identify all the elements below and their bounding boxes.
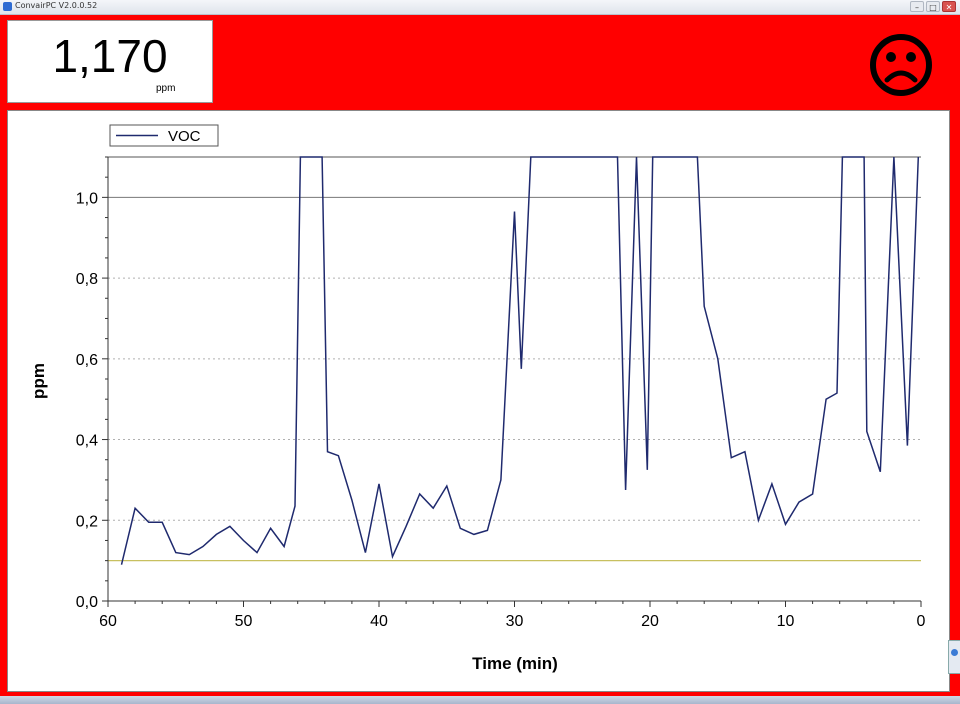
y-tick-label-1: 0,2 — [76, 513, 98, 530]
current-reading-unit: ppm — [156, 83, 176, 94]
x-tick-label-4: 20 — [641, 613, 659, 630]
x-tick-label-2: 40 — [370, 613, 388, 630]
maximize-button[interactable]: □ — [926, 1, 940, 12]
x-axis-label: Time (min) — [472, 654, 558, 673]
app-icon — [3, 2, 12, 11]
current-reading-value: 1,170 — [52, 30, 168, 82]
taskbar — [0, 696, 960, 704]
minimize-button[interactable]: – — [910, 1, 924, 12]
close-button[interactable]: ✕ — [942, 1, 956, 12]
series-layer — [120, 156, 920, 565]
y-tick-label-3: 0,6 — [76, 352, 98, 369]
window-titlebar: ConvairPC V2.0.0.52 – □ ✕ — [0, 0, 960, 15]
current-reading-panel: 1,170 ppm — [7, 20, 213, 103]
x-tick-label-0: 60 — [99, 613, 117, 630]
voc-chart: 60 50 40 30 20 10 0 0,0 0,2 0,4 0,6 0,8 1,0 Time (mi… — [29, 124, 926, 673]
x-tick-label-6: 0 — [917, 613, 926, 630]
sad-face-icon — [870, 34, 932, 96]
tick-labels: 60 50 40 30 20 10 0 0,0 0,2 0,4 0,6 0,8 1,0 — [76, 190, 926, 630]
chart-panel: 60 50 40 30 20 10 0 0,0 0,2 0,4 0,6 0,8 1,0 Time (mi… — [7, 110, 950, 692]
legend-box — [109, 124, 219, 147]
side-panel-tab[interactable] — [948, 640, 960, 674]
info-icon — [951, 649, 958, 656]
x-tick-label-1: 50 — [235, 613, 253, 630]
y-tick-label-4: 0,8 — [76, 271, 98, 288]
grid-lines — [108, 156, 921, 521]
window-controls: – □ ✕ — [910, 1, 956, 12]
legend-label: VOC — [168, 128, 201, 145]
y-tick-label-5: 1,0 — [76, 190, 98, 207]
legend: VOC — [109, 124, 219, 147]
window-title: ConvairPC V2.0.0.52 — [15, 1, 98, 10]
x-tick-label-5: 10 — [777, 613, 795, 630]
y-tick-label-0: 0,0 — [76, 594, 98, 611]
x-tick-label-3: 30 — [506, 613, 524, 630]
y-axis-label: ppm — [29, 363, 48, 399]
axes — [102, 156, 922, 607]
voc-series-line — [120, 156, 920, 565]
y-tick-label-2: 0,4 — [76, 433, 98, 450]
